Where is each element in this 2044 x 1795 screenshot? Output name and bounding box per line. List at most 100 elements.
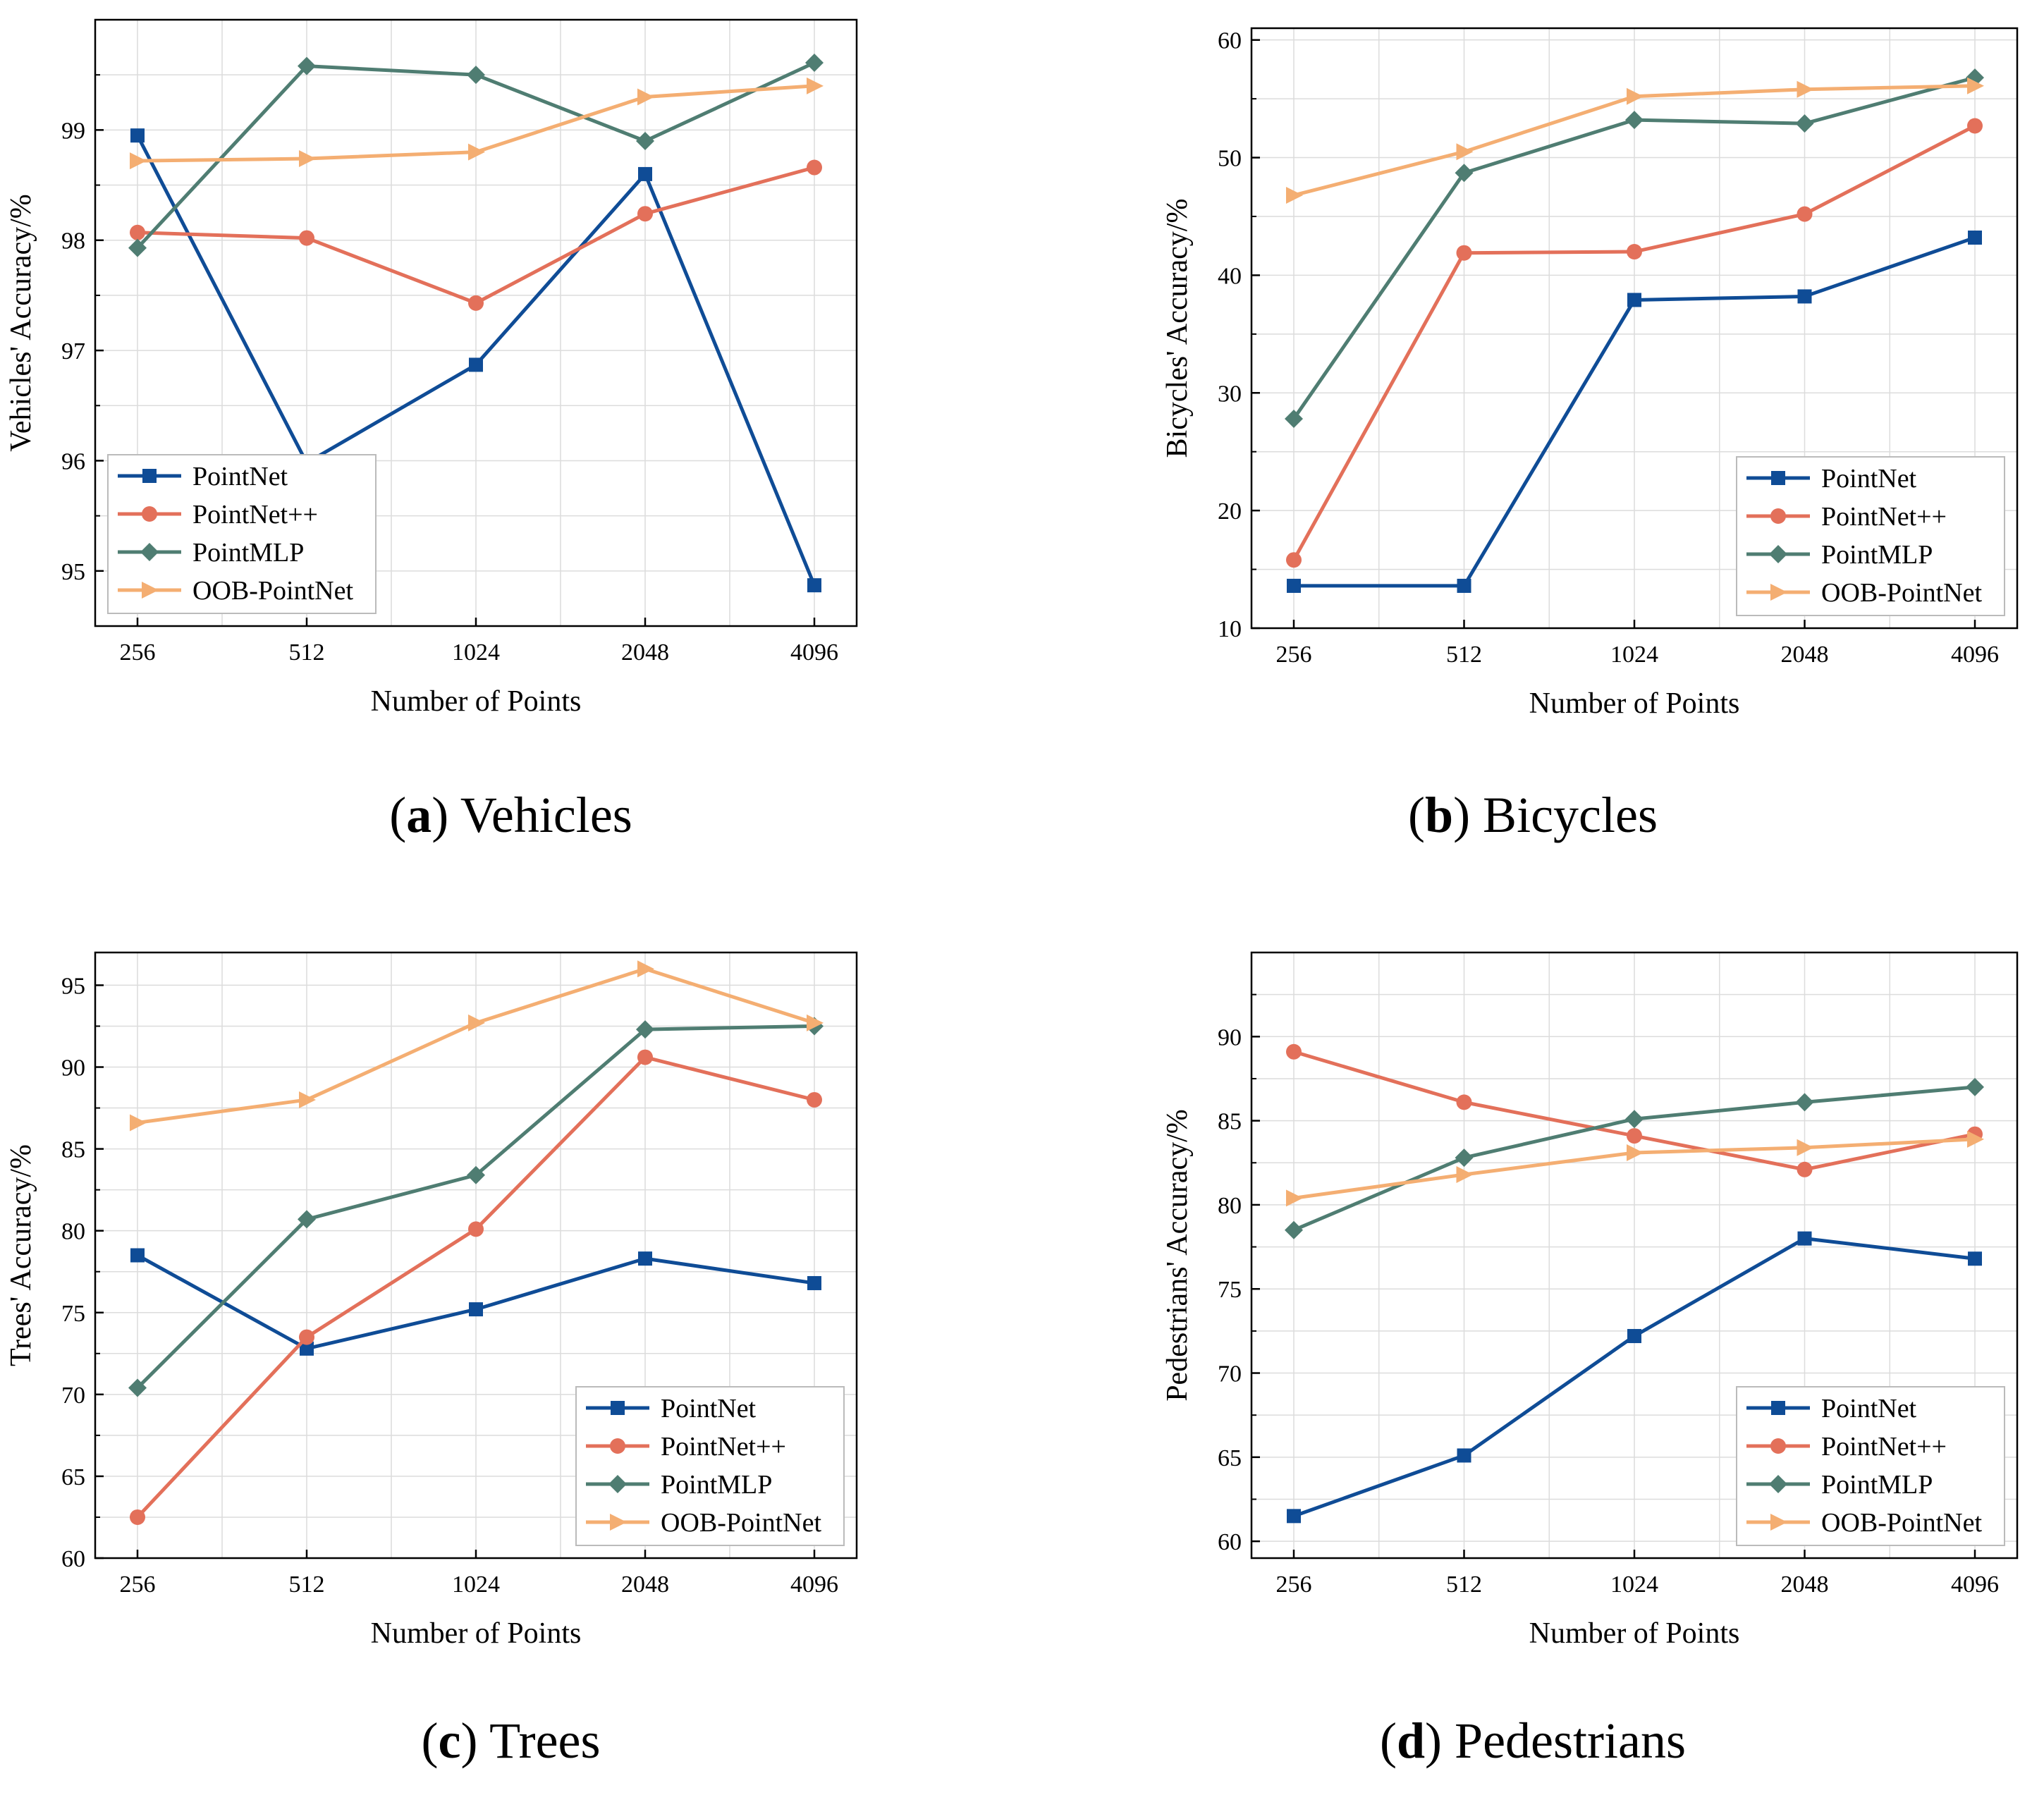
square-marker-icon <box>142 469 157 483</box>
y-tick-label: 85 <box>1218 1109 1242 1135</box>
caption-vehicles: (a) Vehicles <box>389 787 632 843</box>
series-pointnet-plus-plus <box>130 1049 822 1525</box>
x-tick-label: 4096 <box>790 1572 838 1598</box>
series-pointnet-plus-plus <box>1286 118 1983 568</box>
data-point-oob-pointnet-256 <box>1286 1189 1303 1207</box>
diamond-marker-icon <box>608 1475 627 1493</box>
legend-item-pointnet-plus-plus: PointNet++ <box>1746 502 1947 532</box>
square-marker-icon <box>1771 1401 1785 1415</box>
x-tick-label: 4096 <box>1951 642 1999 668</box>
data-point-pointmlp-1024 <box>467 1165 485 1184</box>
y-tick-label: 99 <box>61 118 85 144</box>
x-tick-label: 2048 <box>1781 1572 1829 1598</box>
x-tick-label: 4096 <box>1951 1572 1999 1598</box>
right-triangle-marker-icon <box>1770 584 1787 601</box>
x-tick-label: 1024 <box>1610 642 1658 668</box>
x-tick-label: 512 <box>1446 642 1482 668</box>
data-point-pointnet-2048 <box>638 1251 652 1266</box>
data-point-pointnet-1024 <box>1627 1329 1641 1344</box>
data-point-oob-pointnet-2048 <box>637 88 654 106</box>
data-point-pointmlp-512 <box>1455 1148 1474 1168</box>
y-axis: 10 20 30 40 50 60 <box>1218 28 1260 642</box>
data-point-pointmlp-4096 <box>805 53 824 72</box>
x-tick-label: 256 <box>120 639 156 666</box>
data-point-pointnet-256 <box>1287 578 1301 593</box>
data-point-pointnet-4096 <box>807 1275 821 1290</box>
x-tick-label: 4096 <box>790 639 838 666</box>
x-tick-label: 1024 <box>1610 1572 1658 1598</box>
data-point-oob-pointnet-2048 <box>637 960 654 978</box>
caption-trees: (c) Trees <box>421 1713 601 1769</box>
legend-item-oob-pointnet: OOB-PointNet <box>118 576 353 606</box>
y-tick-label: 60 <box>1218 28 1242 54</box>
legend-item-oob-pointnet: OOB-PointNet <box>1746 578 1982 608</box>
y-tick-label: 65 <box>61 1464 85 1490</box>
x-tick-label: 256 <box>120 1572 156 1598</box>
y-tick-label: 40 <box>1218 263 1242 289</box>
data-point-pointmlp-4096 <box>1966 1077 1984 1096</box>
data-point-oob-pointnet-256 <box>130 152 147 170</box>
y-axis-title: Pedestrians' Accuracy/% <box>1161 1109 1194 1402</box>
y-axis: 60 65 70 75 80 85 90 <box>1218 993 1260 1555</box>
y-tick-label: 97 <box>61 338 85 364</box>
data-point-pointnet-plus-plus-1024 <box>1627 244 1642 260</box>
circle-marker-icon <box>1770 508 1786 524</box>
legend-item-pointnet: PointNet <box>586 1394 757 1423</box>
chart-panel-trees: 60 65 70 75 80 85 90 95 256 512 1024 2048 4096 Number… <box>0 898 1022 1795</box>
legend-item-pointmlp: PointMLP <box>586 1470 772 1500</box>
x-axis: 256 512 1024 2048 4096 <box>120 1550 838 1598</box>
y-tick-label: 50 <box>1218 146 1242 172</box>
legend-label: PointNet <box>1821 1394 1917 1423</box>
data-point-oob-pointnet-4096 <box>807 77 824 94</box>
data-point-pointnet-plus-plus-256 <box>130 224 145 240</box>
data-point-oob-pointnet-4096 <box>1967 1130 1984 1148</box>
right-triangle-marker-icon <box>610 1514 627 1531</box>
x-axis-title: Number of Points <box>371 685 582 718</box>
data-point-pointnet-1024 <box>1627 293 1641 307</box>
data-point-pointnet-512 <box>300 1341 314 1356</box>
y-tick-label: 75 <box>61 1301 85 1327</box>
data-point-pointmlp-256 <box>128 238 147 257</box>
circle-marker-icon <box>1770 1438 1786 1454</box>
legend: PointNet PointNet++ PointMLP OOB-PointNet <box>1736 456 2005 616</box>
data-point-oob-pointnet-1024 <box>468 1014 485 1031</box>
series-pointmlp <box>128 53 824 257</box>
legend-item-pointmlp: PointMLP <box>118 538 304 568</box>
x-tick-label: 512 <box>289 1572 325 1598</box>
series-oob-pointnet <box>130 77 824 170</box>
data-point-pointnet-256 <box>130 128 145 143</box>
diamond-marker-icon <box>140 543 159 561</box>
diamond-marker-icon <box>1769 1475 1787 1493</box>
data-point-pointmlp-256 <box>128 1378 147 1397</box>
x-tick-label: 1024 <box>452 639 500 666</box>
x-axis: 256 512 1024 2048 4096 <box>1276 1550 1999 1598</box>
data-point-oob-pointnet-512 <box>1456 1165 1474 1183</box>
legend-label: PointMLP <box>1821 1470 1933 1500</box>
legend-label: PointNet++ <box>1821 1432 1947 1462</box>
data-point-pointnet-plus-plus-2048 <box>1797 206 1813 222</box>
chart-panel-vehicles: 95 96 97 98 99 256 512 1024 2048 4096 Number of Po… <box>0 0 1022 898</box>
legend-item-pointmlp: PointMLP <box>1746 1470 1933 1500</box>
data-point-oob-pointnet-512 <box>299 150 316 168</box>
legend: PointNet PointNet++ PointMLP OOB-PointNet <box>575 1386 845 1546</box>
data-point-pointnet-512 <box>1457 578 1471 593</box>
x-tick-label: 256 <box>1276 1572 1312 1598</box>
data-point-oob-pointnet-512 <box>1456 143 1474 161</box>
x-tick-label: 512 <box>289 639 325 666</box>
data-point-pointnet-plus-plus-1024 <box>1627 1128 1642 1144</box>
y-tick-label: 95 <box>61 973 85 999</box>
chart-panel-bicycles: 10 20 30 40 50 60 256 512 1024 2048 4096 Number of … <box>1022 0 2044 898</box>
data-point-pointnet-4096 <box>1968 1251 1982 1266</box>
legend-label: OOB-PointNet <box>192 576 353 606</box>
data-point-pointnet-2048 <box>1797 289 1812 304</box>
legend-label: OOB-PointNet <box>1821 578 1982 608</box>
chart-svg-pedestrians: 60 65 70 75 80 85 90 256 512 1024 2048 4096 Number o… <box>1161 951 2019 1650</box>
data-point-oob-pointnet-1024 <box>1627 1144 1644 1161</box>
x-tick-label: 1024 <box>452 1572 500 1598</box>
y-tick-label: 60 <box>1218 1529 1242 1555</box>
legend-item-pointnet: PointNet <box>118 462 288 491</box>
y-tick-label: 70 <box>1218 1361 1242 1387</box>
legend-label: PointMLP <box>192 538 304 568</box>
square-marker-icon <box>1771 471 1785 485</box>
